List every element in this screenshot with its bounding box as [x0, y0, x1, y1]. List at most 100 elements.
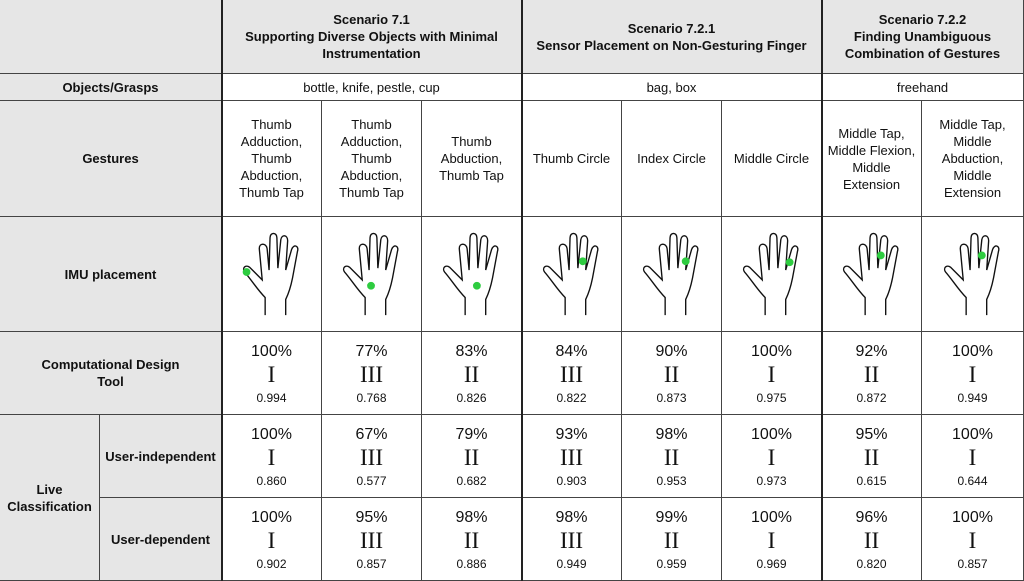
hand-outline: [642, 232, 699, 316]
accuracy: 90%: [655, 342, 688, 360]
rank: III: [560, 361, 583, 387]
imu-cell: [922, 217, 1024, 332]
accuracy: 100%: [952, 425, 993, 443]
gesture-cell: Index Circle: [622, 101, 722, 217]
result-cell: 100% I 0.969: [722, 498, 822, 581]
result-cell: 98% II 0.886: [422, 498, 522, 581]
accuracy: 100%: [751, 425, 792, 443]
objects-text: freehand: [896, 79, 949, 95]
accuracy: 100%: [251, 425, 292, 443]
score: 0.994: [256, 390, 287, 405]
rank: III: [560, 444, 583, 470]
gesture-cell: Thumb Adduction, Thumb Abduction, Thumb …: [322, 101, 422, 217]
scenario-header: Scenario 7.1 Supporting Diverse Objects w…: [222, 0, 522, 74]
imu-dot: [472, 281, 481, 290]
result-cell: 100% I 0.949: [922, 332, 1024, 415]
hand-outline: [442, 232, 499, 316]
scenario-header: Scenario 7.2.1 Sensor Placement on Non-Ge…: [522, 0, 822, 74]
imu-dot: [977, 251, 986, 260]
divider: [221, 0, 223, 581]
row-label: Live Classification: [0, 415, 100, 581]
score: 0.857: [356, 556, 387, 571]
rank: I: [267, 527, 276, 553]
result-cell: 98% III 0.949: [522, 498, 622, 581]
accuracy: 92%: [855, 342, 888, 360]
accuracy: 100%: [751, 342, 792, 360]
row-label-text: Gestures: [82, 151, 139, 166]
gesture-cell: Thumb Adduction, Thumb Abduction, Thumb …: [222, 101, 322, 217]
accuracy: 96%: [855, 508, 888, 526]
score: 0.826: [456, 390, 487, 405]
gesture-cell: Middle Tap, Middle Flexion, Middle Exten…: [822, 101, 922, 217]
gesture-cell: Thumb Circle: [522, 101, 622, 217]
score: 0.644: [957, 473, 988, 488]
objects-cell: bag, box: [522, 74, 822, 101]
hand-icon: [442, 232, 499, 316]
scenario-title: Scenario 7.2.1: [627, 20, 716, 36]
score: 0.969: [756, 556, 787, 571]
rank: II: [463, 361, 480, 387]
result-cell: 67% III 0.577: [322, 415, 422, 498]
rank: II: [463, 444, 480, 470]
score: 0.820: [856, 556, 887, 571]
accuracy: 95%: [855, 425, 888, 443]
score: 0.615: [856, 473, 887, 488]
accuracy: 84%: [555, 342, 588, 360]
rank: I: [767, 527, 776, 553]
imu-cell: [322, 217, 422, 332]
accuracy: 99%: [655, 508, 688, 526]
row-label: Gestures: [0, 101, 222, 217]
imu-cell: [722, 217, 822, 332]
scenario-title: Scenario 7.1: [333, 12, 410, 27]
result-cell: 99% II 0.959: [622, 498, 722, 581]
accuracy: 77%: [355, 342, 388, 360]
rank: II: [663, 444, 680, 470]
objects-text: bag, box: [646, 79, 697, 95]
accuracy: 67%: [355, 425, 388, 443]
gesture-cell: Thumb Abduction, Thumb Tap: [422, 101, 522, 217]
imu-dot: [366, 281, 375, 290]
gesture-text: Thumb Circle: [532, 151, 611, 166]
score: 0.949: [957, 390, 988, 405]
hand-outline: [542, 232, 599, 316]
result-cell: 100% I 0.975: [722, 332, 822, 415]
hand-icon: [342, 232, 399, 316]
score: 0.975: [756, 390, 787, 405]
hand-icon: [742, 232, 799, 316]
result-cell: 77% III 0.768: [322, 332, 422, 415]
rank: II: [663, 527, 680, 553]
objects-text: bottle, knife, pestle, cup: [303, 79, 440, 95]
row-label: Objects/Grasps: [0, 74, 222, 101]
imu-cell: [822, 217, 922, 332]
gesture-text: Middle Tap, Middle Flexion, Middle Exten…: [827, 125, 916, 192]
score: 0.973: [756, 473, 787, 488]
result-cell: 100% I 0.994: [222, 332, 322, 415]
row-label-text: User-dependent: [111, 531, 210, 547]
accuracy: 79%: [455, 425, 488, 443]
result-cell: 79% II 0.682: [422, 415, 522, 498]
hand-icon: [842, 232, 899, 316]
score: 0.949: [556, 556, 587, 571]
imu-dot: [785, 258, 794, 267]
score: 0.902: [256, 556, 287, 571]
rank: III: [360, 527, 383, 553]
hand-outline: [342, 232, 399, 316]
result-cell: 92% II 0.872: [822, 332, 922, 415]
scenario-subtitle: Sensor Placement on Non-Gesturing Finger: [536, 37, 807, 53]
result-cell: 100% I 0.644: [922, 415, 1024, 498]
accuracy: 100%: [751, 508, 792, 526]
objects-cell: bottle, knife, pestle, cup: [222, 74, 522, 101]
row-label-text: Live Classification: [7, 481, 92, 514]
rank: I: [267, 444, 276, 470]
accuracy: 100%: [251, 342, 292, 360]
score: 0.768: [356, 390, 387, 405]
result-cell: 100% I 0.860: [222, 415, 322, 498]
imu-dot: [876, 251, 885, 260]
imu-cell: [522, 217, 622, 332]
imu-cell: [422, 217, 522, 332]
score: 0.577: [356, 473, 387, 488]
hand-icon: [642, 232, 699, 316]
rank: I: [267, 361, 276, 387]
imu-dot: [578, 257, 587, 266]
